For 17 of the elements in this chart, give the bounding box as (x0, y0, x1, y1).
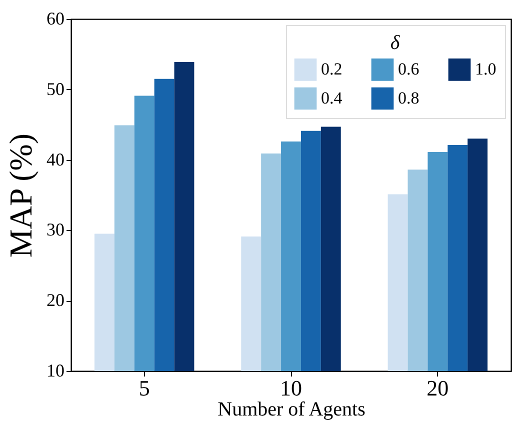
legend-label: 0.4 (321, 88, 343, 108)
x-axis-title: Number of Agents (218, 398, 366, 420)
y-tick-label: 50 (46, 78, 64, 99)
y-tick-label: 20 (46, 290, 64, 310)
y-tick-label: 30 (46, 220, 64, 240)
y-tick-label: 60 (46, 8, 64, 28)
legend-label: 0.2 (321, 60, 342, 79)
y-tick-label: 10 (46, 360, 64, 380)
legend-label: 1.0 (475, 60, 496, 79)
x-tick-label: 5 (138, 376, 150, 400)
legend-title: δ (390, 32, 400, 54)
y-tick-label: 40 (46, 149, 64, 170)
x-tick-label: 10 (280, 376, 302, 400)
legend-label: 0.8 (398, 88, 420, 108)
x-tick-label: 20 (426, 376, 449, 400)
y-axis-title: MAP (%) (2, 133, 38, 258)
legend-label: 0.6 (398, 60, 420, 79)
